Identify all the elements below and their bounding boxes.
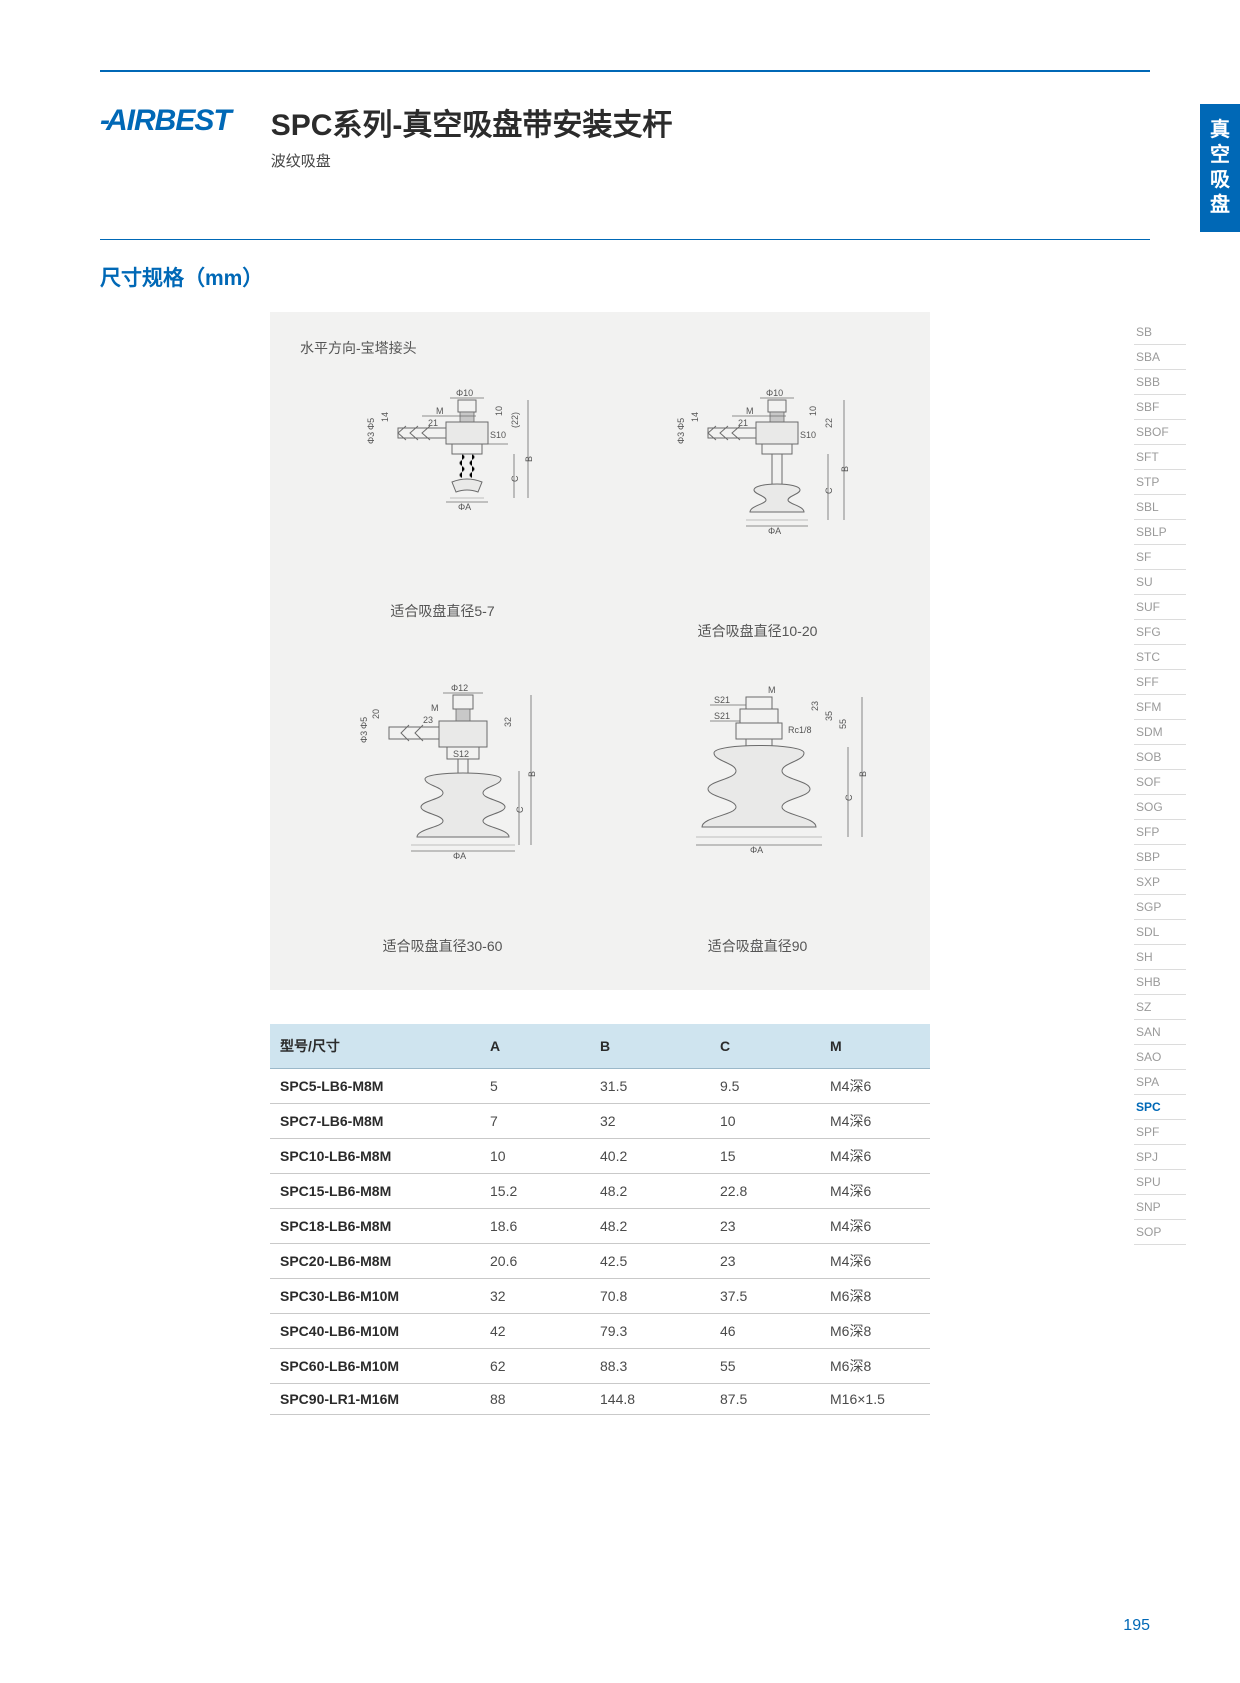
table-row: SPC10-LB6-M8M1040.215M4深6 xyxy=(270,1139,930,1174)
diagram-spc-90: M S21 S21 Rc1/8 23 35 55 B C ΦA xyxy=(618,677,898,917)
svg-text:C: C xyxy=(844,794,854,801)
svg-text:S21: S21 xyxy=(714,711,730,721)
svg-text:ΦA: ΦA xyxy=(453,851,466,861)
diagram-caption: 适合吸盘直径90 xyxy=(615,936,900,956)
svg-text:Rc1/8: Rc1/8 xyxy=(788,725,812,735)
diagram-spc-5-7: Φ10 M 21 14 Φ5 Φ3 S10 10 (22) B C Φ xyxy=(318,382,568,582)
svg-text:C: C xyxy=(515,806,525,813)
diagram-panel: 水平方向-宝塔接头 xyxy=(270,312,930,990)
diagram-spc-10-20: Φ10 M 21 14 Φ5 Φ3 S10 10 22 B C ΦA xyxy=(628,382,888,602)
table-row: SPC18-LB6-M8M18.648.223M4深6 xyxy=(270,1209,930,1244)
svg-text:B: B xyxy=(858,771,868,777)
svg-text:Φ12: Φ12 xyxy=(451,683,468,693)
section-title-dimensions: 尺寸规格（mm） xyxy=(100,262,1150,292)
svg-text:14: 14 xyxy=(690,412,700,422)
svg-text:B: B xyxy=(524,456,534,462)
table-row: SPC40-LB6-M10M4279.346M6深8 xyxy=(270,1314,930,1349)
svg-text:23: 23 xyxy=(810,701,820,711)
top-rule xyxy=(100,70,1150,72)
svg-text:Φ3: Φ3 xyxy=(359,731,369,743)
diagram-spc-30-60: Φ12 M 23 20 Φ5 Φ3 S12 32 B C ΦA xyxy=(313,677,573,917)
diagram-lead-label: 水平方向-宝塔接头 xyxy=(300,338,900,358)
svg-text:10: 10 xyxy=(808,406,818,416)
table-header-b: B xyxy=(590,1024,710,1069)
diagram-caption: 适合吸盘直径10-20 xyxy=(615,621,900,641)
svg-text:S21: S21 xyxy=(714,695,730,705)
svg-text:Φ3: Φ3 xyxy=(676,432,686,444)
table-row: SPC30-LB6-M10M3270.837.5M6深8 xyxy=(270,1279,930,1314)
svg-text:M: M xyxy=(436,406,444,416)
table-row: SPC7-LB6-M8M73210M4深6 xyxy=(270,1104,930,1139)
svg-text:S12: S12 xyxy=(453,749,469,759)
table-header-c: C xyxy=(710,1024,820,1069)
svg-text:M: M xyxy=(746,406,754,416)
svg-text:S10: S10 xyxy=(800,430,816,440)
table-row: SPC20-LB6-M8M20.642.523M4深6 xyxy=(270,1244,930,1279)
table-row: SPC5-LB6-M8M531.59.5M4深6 xyxy=(270,1069,930,1104)
svg-text:10: 10 xyxy=(494,406,504,416)
table-header-model: 型号/尺寸 xyxy=(270,1024,480,1069)
svg-text:ΦA: ΦA xyxy=(768,526,781,536)
svg-text:22: 22 xyxy=(824,418,834,428)
svg-text:Φ3: Φ3 xyxy=(366,432,376,444)
svg-text:B: B xyxy=(527,771,537,777)
svg-text:14: 14 xyxy=(380,412,390,422)
table-header-m: M xyxy=(820,1024,930,1069)
svg-text:35: 35 xyxy=(824,711,834,721)
svg-text:32: 32 xyxy=(503,717,513,727)
page-number: 195 xyxy=(1123,1617,1150,1635)
brand-logo: -AIRBEST xyxy=(100,100,231,138)
svg-text:21: 21 xyxy=(738,418,748,428)
svg-text:ΦA: ΦA xyxy=(458,502,471,512)
page-subtitle: 波纹吸盘 xyxy=(271,150,1150,171)
svg-text:Φ5: Φ5 xyxy=(676,418,686,430)
svg-text:(22): (22) xyxy=(510,412,520,428)
table-row: SPC15-LB6-M8M15.248.222.8M4深6 xyxy=(270,1174,930,1209)
svg-text:55: 55 xyxy=(838,719,848,729)
svg-text:23: 23 xyxy=(423,715,433,725)
svg-text:Φ5: Φ5 xyxy=(366,418,376,430)
svg-text:ΦA: ΦA xyxy=(750,845,763,855)
table-row: SPC60-LB6-M10M6288.355M6深8 xyxy=(270,1349,930,1384)
svg-text:M: M xyxy=(431,703,439,713)
diagram-caption: 适合吸盘直径5-7 xyxy=(300,601,585,621)
svg-text:C: C xyxy=(824,487,834,494)
diagram-caption: 适合吸盘直径30-60 xyxy=(300,936,585,956)
page-title: SPC系列-真空吸盘带安装支杆 xyxy=(271,100,1150,144)
table-row: SPC90-LR1-M16M88144.887.5M16×1.5 xyxy=(270,1384,930,1415)
svg-text:21: 21 xyxy=(428,418,438,428)
svg-text:20: 20 xyxy=(371,709,381,719)
svg-text:B: B xyxy=(840,466,850,472)
spec-table: 型号/尺寸 A B C M SPC5-LB6-M8M531.59.5M4深6SP… xyxy=(270,1024,930,1415)
svg-text:C: C xyxy=(510,475,520,482)
svg-text:Φ5: Φ5 xyxy=(359,717,369,729)
svg-text:M: M xyxy=(768,685,776,695)
svg-text:Φ10: Φ10 xyxy=(766,388,783,398)
table-header-a: A xyxy=(480,1024,590,1069)
svg-text:Φ10: Φ10 xyxy=(456,388,473,398)
section-rule xyxy=(100,239,1150,240)
svg-text:S10: S10 xyxy=(490,430,506,440)
